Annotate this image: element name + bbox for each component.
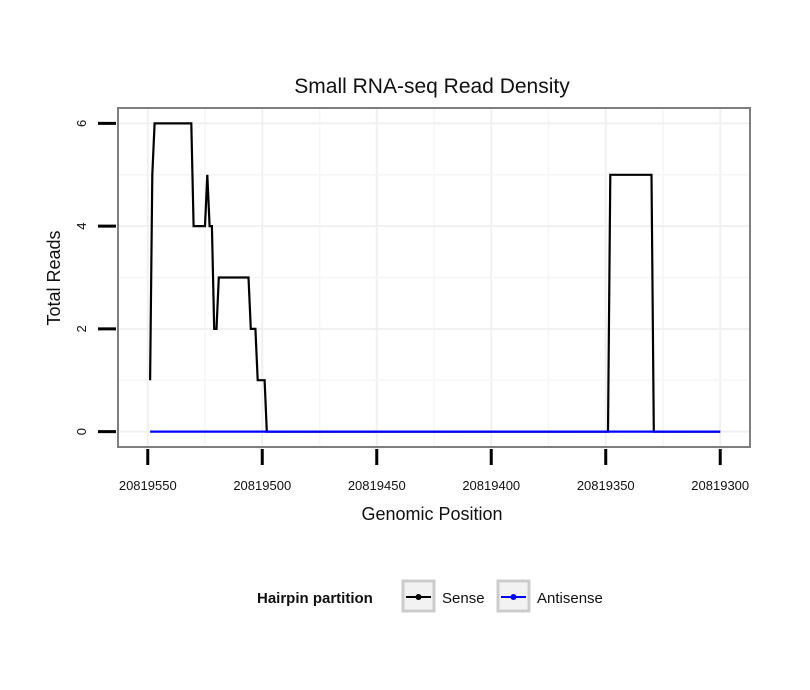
x-tick-label: 20819450: [348, 478, 406, 493]
x-tick-label: 20819400: [462, 478, 520, 493]
legend-label-antisense: Antisense: [537, 590, 603, 607]
plot-panel-border: [117, 107, 751, 448]
legend-title: Hairpin partition: [257, 590, 373, 607]
axes: 20819550 20819500 20819450 20819400 20819350…: [74, 120, 749, 493]
series-line-sense: [149, 122, 721, 433]
legend-key-antisense-point: [510, 594, 517, 600]
chart-title: Small RNA-seq Read Density: [294, 75, 570, 98]
y-axis-title: Total Reads: [44, 230, 64, 325]
y-tick-label: 6: [74, 120, 89, 127]
legend-label-sense: Sense: [442, 590, 485, 607]
x-tick-label: 20819350: [577, 478, 635, 493]
x-tick-label: 20819300: [691, 478, 749, 493]
legend-key-sense-point: [415, 594, 422, 600]
y-tick-label: 0: [74, 428, 89, 435]
series-layer: [149, 122, 721, 433]
y-tick-label: 2: [74, 325, 89, 332]
y-tick-label: 4: [74, 223, 89, 230]
x-tick-label: 20819550: [119, 478, 177, 493]
legend: Hairpin partition Sense Antisense: [257, 579, 603, 613]
x-axis-title: Genomic Position: [361, 504, 502, 524]
x-tick-label: 20819500: [233, 478, 291, 493]
